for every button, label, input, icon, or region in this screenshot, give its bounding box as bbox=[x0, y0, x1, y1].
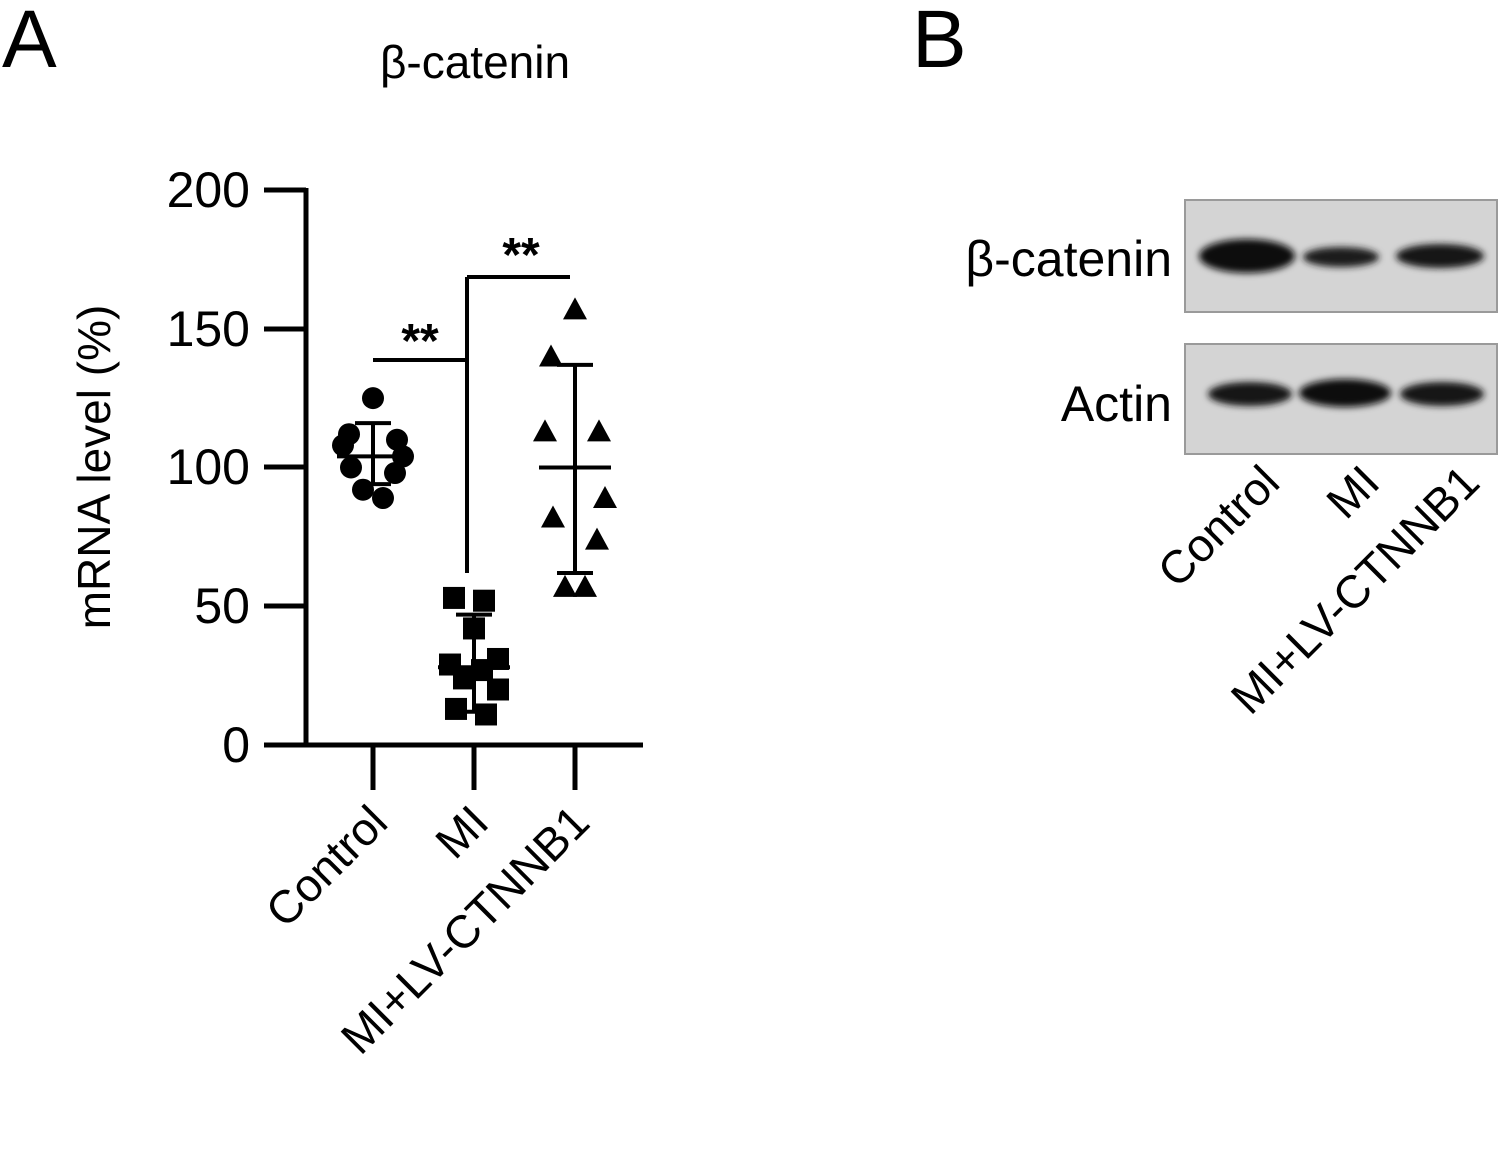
band-beta-catenin-mi bbox=[1303, 247, 1379, 267]
blot-label-beta-catenin: β-catenin bbox=[965, 231, 1172, 287]
data-point-mi-lv-ctnnb1-1 bbox=[539, 344, 563, 367]
x-ticks bbox=[370, 747, 578, 790]
western-blot-panel: β-catenin Actin Control MI MI+LV-CTNNB1 bbox=[965, 199, 1498, 724]
y-tick-label-200: 200 bbox=[167, 162, 250, 218]
x-tick-label-control: Control bbox=[255, 795, 397, 937]
data-point-mi-lv-ctnnb1-0 bbox=[563, 297, 587, 320]
data-point-control-3 bbox=[332, 434, 354, 457]
band-actin-control bbox=[1208, 382, 1292, 406]
band-actin-mi bbox=[1299, 379, 1391, 407]
bands-actin bbox=[1208, 379, 1484, 407]
lane-label-control: Control bbox=[1147, 455, 1289, 597]
data-point-mi-8 bbox=[445, 697, 467, 720]
data-point-mi-lv-ctnnb1-3 bbox=[533, 419, 557, 442]
chart-title: β-catenin bbox=[380, 36, 570, 88]
y-tick-label-50: 50 bbox=[194, 578, 250, 634]
data-point-mi-lv-ctnnb1-2 bbox=[587, 419, 611, 442]
y-tick-label-100: 100 bbox=[167, 439, 250, 495]
data-point-mi-6 bbox=[453, 667, 475, 690]
data-point-mi-lv-ctnnb1-5 bbox=[541, 505, 565, 528]
data-point-control-6 bbox=[384, 462, 406, 485]
data-point-control-5 bbox=[340, 456, 362, 479]
data-point-mi-lv-ctnnb1-6 bbox=[585, 527, 609, 550]
y-tick-label-0: 0 bbox=[222, 717, 250, 773]
panel-a-letter: A bbox=[2, 0, 57, 85]
data-point-mi-lv-ctnnb1-8 bbox=[573, 574, 597, 597]
blot-label-actin: Actin bbox=[1061, 376, 1172, 432]
data-point-mi-7 bbox=[487, 678, 509, 701]
data-point-control-7 bbox=[352, 478, 374, 501]
significance-label: ** bbox=[401, 315, 439, 368]
chart-marks bbox=[332, 297, 617, 726]
bands-beta-catenin bbox=[1199, 239, 1484, 273]
data-point-control-2 bbox=[386, 428, 408, 451]
data-point-mi-1 bbox=[473, 589, 495, 612]
data-point-mi-5 bbox=[471, 659, 493, 682]
band-actin-mi-lv bbox=[1400, 382, 1484, 406]
y-ticks: 0 50 100 150 200 bbox=[167, 162, 306, 773]
significance-label: ** bbox=[502, 229, 540, 282]
x-tick-label-mi: MI bbox=[425, 795, 498, 868]
data-point-mi-lv-ctnnb1-7 bbox=[553, 574, 577, 597]
band-beta-catenin-control bbox=[1199, 239, 1295, 273]
panel-b-letter: B bbox=[912, 0, 967, 85]
significance-bracket-control-mi: ** bbox=[373, 315, 469, 573]
band-beta-catenin-mi-lv bbox=[1396, 244, 1484, 268]
data-point-mi-lv-ctnnb1-4 bbox=[593, 486, 617, 509]
y-axis-label: mRNA level (%) bbox=[68, 305, 120, 630]
lane-label-mi: MI bbox=[1316, 455, 1389, 528]
y-tick-label-150: 150 bbox=[167, 301, 250, 357]
data-point-mi-9 bbox=[475, 703, 497, 726]
data-point-control-0 bbox=[362, 387, 384, 410]
significance-bracket-mi-treatment: ** bbox=[465, 229, 570, 360]
chart-panel-a: β-catenin mRNA level (%) 0 50 100 150 20… bbox=[68, 36, 643, 1064]
data-point-mi-0 bbox=[443, 586, 465, 609]
data-point-control-8 bbox=[372, 487, 394, 510]
